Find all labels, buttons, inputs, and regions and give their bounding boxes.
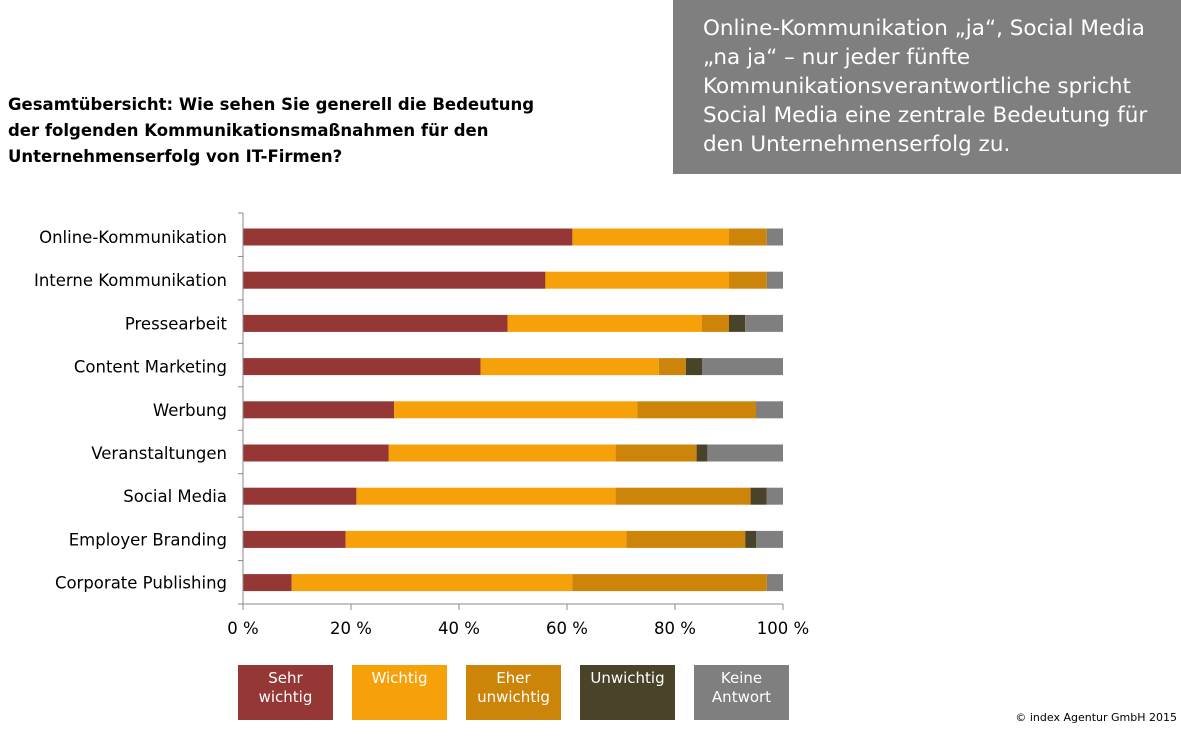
category-label: Online-Kommunikation	[39, 228, 227, 247]
bar-segment	[345, 530, 627, 548]
bar-segment	[766, 487, 783, 505]
bar-segment	[756, 401, 783, 419]
category-label: Interne Kommunikation	[34, 271, 227, 290]
category-label: Werbung	[153, 401, 227, 420]
legend-label: Sehr wichtig	[258, 669, 313, 706]
category-label: Pressearbeit	[125, 314, 228, 333]
category-label: Corporate Publishing	[55, 574, 227, 593]
bar-segment	[572, 574, 767, 592]
bar-segment	[615, 487, 751, 505]
bar-segment	[243, 271, 546, 289]
legend-item-sehr-wichtig: Sehr wichtig	[238, 665, 333, 720]
x-tick-label: 80 %	[654, 619, 696, 638]
bar-segment	[766, 228, 783, 246]
bar-segment	[756, 530, 783, 548]
bar-segment	[243, 401, 395, 419]
bar-segment	[394, 401, 638, 419]
legend-item-keine-antwort: Keine Antwort	[694, 665, 789, 720]
legend-label: Wichtig	[371, 669, 428, 687]
bar-segment	[745, 314, 783, 332]
copyright-notice: © index Agentur GmbH 2015	[1015, 711, 1177, 724]
x-tick-label: 100 %	[757, 619, 809, 638]
bar-segment	[685, 358, 702, 376]
bar-segment	[702, 314, 729, 332]
bar-segment	[243, 444, 389, 462]
x-tick-label: 60 %	[546, 619, 588, 638]
bar-segment	[658, 358, 686, 376]
bar-segment	[480, 358, 659, 376]
x-tick-label: 40 %	[438, 619, 480, 638]
category-label: Content Marketing	[74, 358, 227, 377]
bar-segment	[707, 444, 783, 462]
bar-segment	[243, 574, 292, 592]
bar-segment	[626, 530, 746, 548]
bar-segment	[696, 444, 708, 462]
legend-item-unwichtig: Unwichtig	[580, 665, 675, 720]
bar-segment	[702, 358, 783, 376]
legend-item-wichtig: Wichtig	[352, 665, 447, 720]
bar-segment	[243, 358, 481, 376]
chart-question-title: Gesamtübersicht: Wie sehen Sie generell …	[8, 95, 535, 166]
bar-segment	[243, 487, 357, 505]
bar-segment	[388, 444, 616, 462]
bar-segment	[243, 314, 508, 332]
category-label: Veranstaltungen	[91, 444, 227, 463]
category-label: Employer Branding	[69, 530, 227, 549]
bar-segment	[243, 228, 573, 246]
legend-label: Unwichtig	[590, 669, 665, 687]
bar-segment	[729, 314, 746, 332]
bar-segment	[766, 271, 783, 289]
bar-segment	[729, 271, 767, 289]
legend-label: Eher unwichtig	[477, 669, 550, 706]
bar-segment	[243, 530, 346, 548]
x-tick-label: 20 %	[330, 619, 372, 638]
bar-segment	[750, 487, 767, 505]
bar-segment	[291, 574, 573, 592]
bar-segment	[729, 228, 767, 246]
legend-label: Keine Antwort	[711, 669, 772, 706]
x-tick-label: 0 %	[227, 619, 258, 638]
bar-segment	[637, 401, 756, 419]
bar-segment	[356, 487, 616, 505]
bar-segment	[545, 271, 729, 289]
legend-item-eher-unwichtig: Eher unwichtig	[466, 665, 561, 720]
bar-segment	[615, 444, 697, 462]
category-label: Social Media	[123, 487, 227, 506]
bar-segment	[572, 228, 729, 246]
bar-segment	[766, 574, 783, 592]
bar-segment	[507, 314, 702, 332]
bar-segment	[745, 530, 756, 548]
key-finding-callout: Online-Kommunikation „ja“, Social Media …	[673, 0, 1181, 174]
